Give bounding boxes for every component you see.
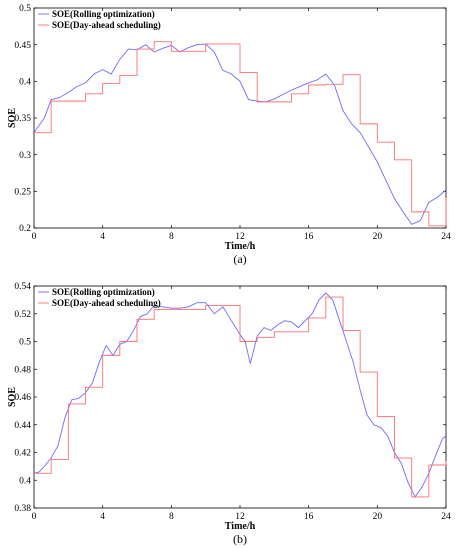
x-tick-label: 24	[441, 512, 451, 522]
plot-frame	[33, 7, 447, 229]
y-tick-label: 0.25	[14, 188, 31, 198]
y-tick-label: 0.45	[14, 41, 31, 51]
y-tick-label: 0.44	[14, 421, 31, 431]
y-tick-label: 0.35	[14, 114, 31, 124]
series-line-rolling	[33, 292, 447, 498]
chart-panel-a: 0 4 8 12 16 20 24 0.2 0.25 0.3 0.35 0.4 0.45 0.5 Time/…	[7, 4, 451, 266]
y-tick-label: 0.48	[14, 365, 31, 375]
x-tick-label: 12	[235, 232, 245, 242]
chart-panel-b: 0 4 8 12 16 20 24 0.38 0.4 0.42 0.44 0.46 0.48 0.5 0.5…	[7, 282, 451, 546]
series-line-rolling	[33, 43, 447, 225]
y-axis-label: SOE	[7, 387, 18, 407]
legend-entry: SOE(Rolling optimization)	[52, 9, 155, 19]
y-axis-label: SOE	[7, 108, 18, 128]
x-tick-label: 4	[100, 232, 105, 242]
y-tick-label: 0.3	[19, 151, 31, 161]
y-tick-label: 0.5	[19, 4, 31, 14]
x-tick-label: 8	[169, 512, 174, 522]
y-tick-label: 0.5	[19, 338, 31, 348]
legend-entry: SOE(Rolling optimization)	[52, 287, 155, 297]
x-tick-label: 8	[169, 232, 174, 242]
x-axis-label: Time/h	[225, 241, 256, 252]
x-tick-label: 0	[32, 512, 37, 522]
y-tick-label: 0.54	[14, 282, 31, 292]
panel-caption: (a)	[233, 252, 246, 266]
y-tick-label: 0.42	[14, 449, 31, 459]
y-tick-label: 0.52	[14, 310, 31, 320]
y-tick-label: 0.4	[19, 78, 31, 88]
series-line-day-ahead	[34, 41, 447, 227]
y-tick-label: 0.2	[19, 224, 31, 234]
panel-caption: (b)	[233, 532, 247, 546]
y-tick-label: 0.38	[14, 504, 31, 514]
x-axis-label: Time/h	[225, 521, 256, 532]
x-tick-label: 16	[304, 232, 314, 242]
x-tick-label: 0	[32, 232, 37, 242]
x-tick-label: 24	[441, 232, 451, 242]
x-tick-label: 20	[373, 512, 383, 522]
x-tick-label: 20	[373, 232, 383, 242]
x-tick-label: 4	[100, 512, 105, 522]
x-tick-label: 12	[235, 512, 245, 522]
legend-entry: SOE(Day-ahead scheduling)	[52, 298, 161, 308]
y-tick-label: 0.4	[19, 476, 31, 486]
x-tick-label: 16	[304, 512, 314, 522]
series-line-day-ahead	[34, 296, 447, 498]
y-tick-label: 0.46	[14, 393, 31, 403]
legend-entry: SOE(Day-ahead scheduling)	[52, 20, 161, 30]
